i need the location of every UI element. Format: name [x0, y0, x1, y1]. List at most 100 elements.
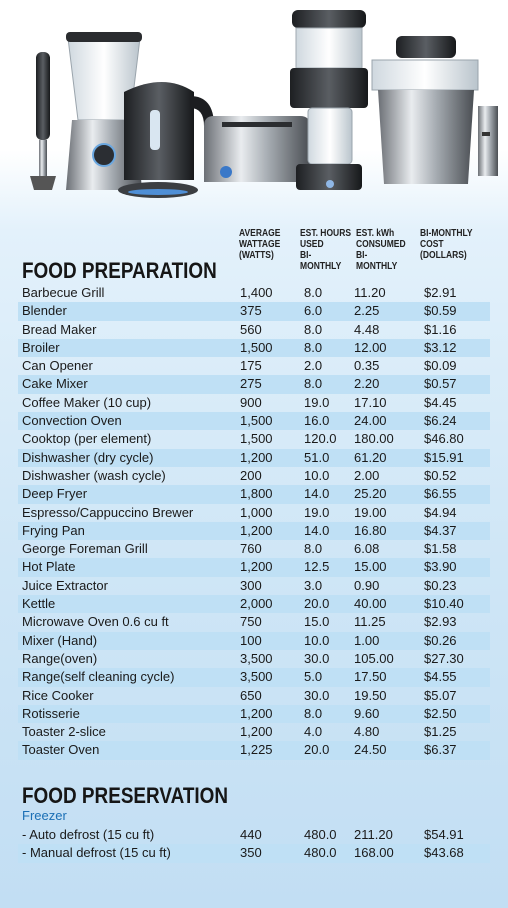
appliance-name: Bread Maker	[22, 321, 97, 337]
cost-value: $54.91	[424, 827, 464, 842]
cost-value: $1.58	[424, 541, 457, 557]
appliance-name: Juice Extractor	[22, 577, 108, 593]
kwh-value: 11.20	[354, 285, 386, 300]
kwh-value: 6.08	[354, 541, 380, 557]
cost-value: $2.93	[424, 614, 457, 630]
freezer-subheading: Freezer	[22, 808, 67, 823]
appliance-name: Broiler	[22, 339, 60, 355]
hours-value: 10.0	[304, 467, 330, 483]
appliance-name: Deep Fryer	[22, 486, 88, 502]
hours-value: 51.0	[304, 449, 330, 465]
wattage-value: 1,500	[240, 339, 273, 355]
table-row: - Auto defrost (15 cu ft) 440 480.0 211.20 $…	[18, 826, 490, 844]
hours-value: 2.0	[304, 358, 323, 374]
hours-value: 8.0	[304, 339, 323, 355]
hours-value: 6.0	[304, 303, 323, 319]
wattage-value: 300	[240, 577, 262, 593]
wattage-value: 1,225	[240, 742, 273, 758]
cost-value: $15.91	[424, 449, 464, 465]
cost-value: $0.57	[424, 376, 457, 392]
appliance-name: George Foreman Grill	[22, 541, 148, 557]
cost-value: $6.24	[424, 413, 457, 429]
wattage-value: 100	[240, 632, 262, 648]
table-row: Deep Fryer 1,800 14.0 25.20 $6.55	[18, 485, 490, 504]
cost-value: $0.09	[424, 358, 457, 374]
wattage-value: 3,500	[240, 650, 273, 666]
hours-value: 15.0	[304, 614, 330, 630]
appliance-name: Barbecue Grill	[22, 285, 105, 300]
kwh-value: 19.00	[354, 504, 387, 520]
hours-value: 5.0	[304, 669, 323, 685]
hours-value: 12.5	[304, 559, 330, 575]
hours-value: 14.0	[304, 486, 330, 502]
hours-value: 30.0	[304, 687, 330, 703]
kwh-value: 16.80	[354, 522, 387, 538]
appliance-name: - Manual defrost (15 cu ft)	[22, 845, 171, 861]
cost-value: $4.94	[424, 504, 457, 520]
toaster-icon	[204, 116, 310, 182]
cost-value: $0.26	[424, 632, 457, 648]
wattage-value: 1,200	[240, 559, 273, 575]
table-row: Bread Maker 560 8.0 4.48 $1.16	[18, 321, 490, 339]
cost-value: $1.25	[424, 724, 457, 740]
appliance-name: Cooktop (per element)	[22, 431, 152, 447]
cost-value: $0.59	[424, 303, 457, 319]
hours-value: 10.0	[304, 632, 330, 648]
table-row: George Foreman Grill 760 8.0 6.08 $1.58	[18, 540, 490, 558]
table-row: Cooktop (per element) 1,500 120.0 180.00 $46…	[18, 430, 490, 448]
appliance-name: Mixer (Hand)	[22, 632, 98, 648]
kwh-value: 168.00	[354, 845, 394, 861]
kwh-value: 0.90	[354, 577, 380, 593]
cost-value: $5.07	[424, 687, 457, 703]
kwh-value: 19.50	[354, 687, 387, 703]
hours-value: 16.0	[304, 413, 330, 429]
kwh-value: 4.48	[354, 321, 380, 337]
hours-value: 480.0	[304, 845, 337, 861]
kwh-value: 15.00	[354, 559, 387, 575]
kwh-value: 12.00	[354, 339, 387, 355]
wattage-value: 440	[240, 827, 262, 842]
wattage-value: 1,400	[240, 285, 273, 300]
appliances-illustration	[30, 10, 498, 198]
wattage-value: 900	[240, 394, 262, 410]
appliance-name: Dishwasher (wash cycle)	[22, 467, 166, 483]
food-preservation-table: - Auto defrost (15 cu ft) 440 480.0 211.20 $…	[18, 826, 490, 863]
hours-value: 8.0	[304, 285, 323, 300]
appliance-name: Convection Oven	[22, 413, 122, 429]
kwh-value: 11.25	[354, 614, 386, 630]
wattage-value: 560	[240, 321, 262, 337]
appliance-name: Kettle	[22, 596, 56, 612]
table-row: Range(self cleaning cycle) 3,500 5.0 17.50 $…	[18, 668, 490, 687]
cost-value: $4.55	[424, 669, 457, 685]
appliance-name: Blender	[22, 303, 67, 319]
appliance-name: Frying Pan	[22, 522, 85, 538]
cost-value: $3.90	[424, 559, 457, 575]
cost-value: $3.12	[424, 339, 457, 355]
section-title-food-preservation: FOOD PRESERVATION	[22, 783, 229, 808]
hours-value: 30.0	[304, 650, 330, 666]
cost-value: $1.16	[424, 321, 457, 337]
juicer-icon	[371, 36, 498, 184]
cost-value: $4.37	[424, 522, 457, 538]
header-average-wattage: AVERAGE WATTAGE (WATTS)	[239, 228, 281, 261]
wattage-value: 1,500	[240, 413, 273, 429]
cost-value: $4.45	[424, 394, 457, 410]
table-row: Espresso/Cappuccino Brewer 1,000 19.0 19.00…	[18, 504, 490, 522]
kwh-value: 211.20	[354, 827, 393, 842]
kwh-value: 61.20	[354, 449, 387, 465]
hours-value: 14.0	[304, 522, 330, 538]
table-row: Cake Mixer 275 8.0 2.20 $0.57	[18, 375, 490, 394]
hours-value: 19.0	[304, 394, 330, 410]
section-title-food-preparation: FOOD PREPARATION	[22, 258, 217, 283]
appliance-name: Range(self cleaning cycle)	[22, 669, 175, 685]
cost-value: $46.80	[424, 431, 464, 447]
appliance-name: Dishwasher (dry cycle)	[22, 449, 154, 465]
kwh-value: 17.50	[354, 669, 387, 685]
wattage-value: 275	[240, 376, 262, 392]
kwh-value: 1.00	[354, 632, 380, 648]
appliance-name: Toaster 2-slice	[22, 724, 106, 740]
blender-icon	[66, 32, 142, 190]
table-row: Rice Cooker 650 30.0 19.50 $5.07	[18, 687, 490, 705]
table-row: Juice Extractor 300 3.0 0.90 $0.23	[18, 577, 490, 595]
table-row: Microwave Oven 0.6 cu ft 750 15.0 11.25 $2.9…	[18, 613, 490, 631]
